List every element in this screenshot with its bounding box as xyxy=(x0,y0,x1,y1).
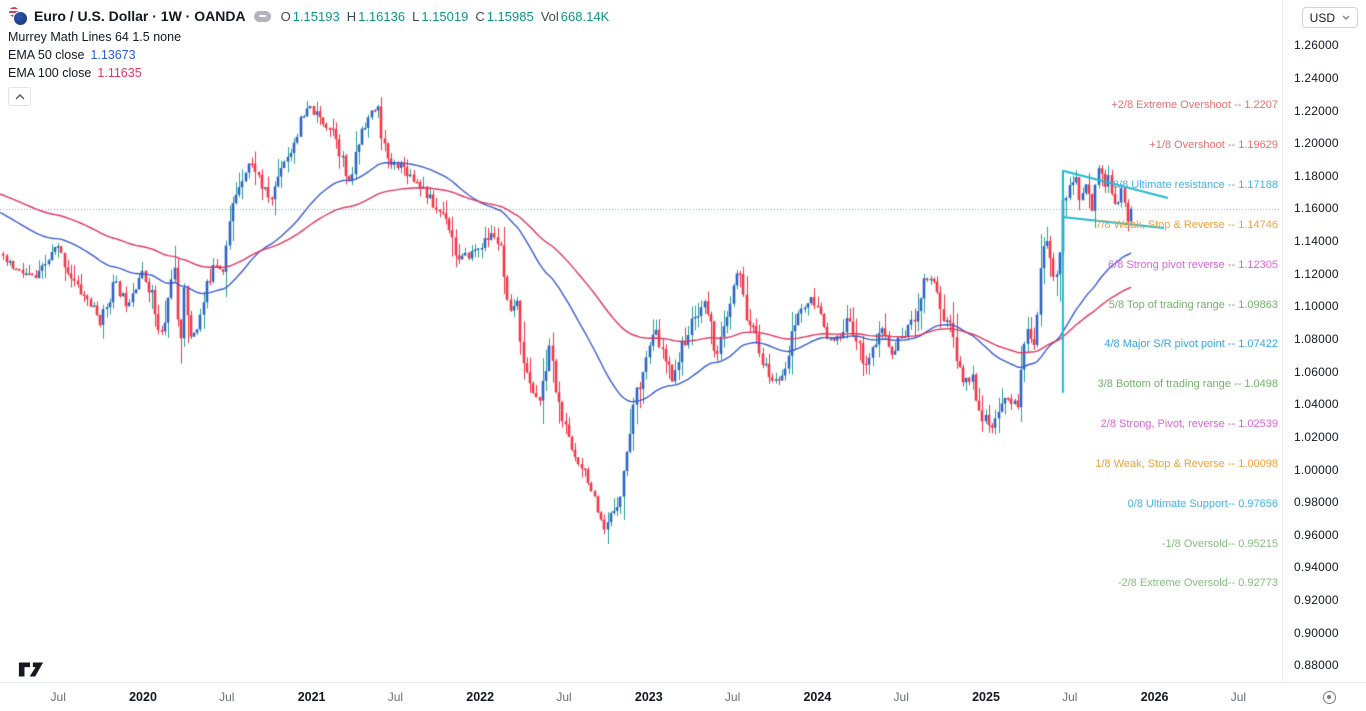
symbol-legend-row: Euro / U.S. Dollar · 1W · OANDA O 1.15193… xyxy=(8,5,609,27)
price-chart-canvas[interactable] xyxy=(0,0,1282,682)
chevron-up-icon xyxy=(15,93,24,99)
time-axis-label: Jul xyxy=(893,690,909,704)
time-axis-label: 2023 xyxy=(634,690,663,704)
time-axis-label: Jul xyxy=(219,690,235,704)
open-value: 1.15193 xyxy=(292,8,340,24)
volume-label: Vol xyxy=(540,8,559,24)
murrey-level-label: 1/8 Weak, Stop & Reverse -- 1.00098 xyxy=(1095,457,1278,470)
time-axis-settings-icon[interactable] xyxy=(1323,691,1336,704)
price-axis-label: 1.20000 xyxy=(1294,136,1339,151)
time-axis-label: 2021 xyxy=(297,690,326,704)
murrey-level-label: +2/8 Extreme Overshoot -- 1.2207 xyxy=(1111,99,1278,112)
price-axis-label: 1.04000 xyxy=(1294,397,1339,412)
price-axis-label: 0.90000 xyxy=(1294,625,1339,640)
price-axis-label: 1.24000 xyxy=(1294,70,1339,85)
price-axis-label: 0.98000 xyxy=(1294,495,1339,510)
price-axis-label: 1.08000 xyxy=(1294,331,1339,346)
murrey-level-label: 4/8 Major S/R pivot point -- 1.07422 xyxy=(1104,338,1278,351)
price-axis-label: 1.02000 xyxy=(1294,429,1339,444)
market-status-icon[interactable] xyxy=(253,10,271,22)
currency-selector-value: USD xyxy=(1309,10,1335,25)
time-axis[interactable]: Jul 2020 Jul 2021 Jul 2022 Jul 2023 Jul 2024 Jul 20… xyxy=(0,682,1366,711)
ohlc-values: O 1.15193 H 1.16136 L 1.15019 C 1.15985 Vol 6… xyxy=(281,9,610,24)
price-axis-label: 1.06000 xyxy=(1294,364,1339,379)
murrey-level-label: 7/8 Weak, Stop & Reverse -- 1.14746 xyxy=(1095,218,1278,231)
murrey-level-label: 0/8 Ultimate Support-- 0.97656 xyxy=(1127,497,1278,510)
indicator-murrey-title: Murrey Math Lines 64 1.5 none xyxy=(8,29,182,44)
high-label: H xyxy=(346,8,357,24)
indicator-ema50-row[interactable]: EMA 50 close 1.13673 xyxy=(8,46,609,63)
time-axis-label: Jul xyxy=(556,690,572,704)
murrey-level-label: -1/8 Oversold-- 0.95215 xyxy=(1161,537,1278,550)
murrey-level-label: 8/8 Ultimate resistance -- 1.17188 xyxy=(1112,179,1278,192)
volume-value: 668.14K xyxy=(560,8,610,24)
time-axis-label: Jul xyxy=(1230,690,1247,704)
low-label: L xyxy=(412,8,420,24)
time-axis-label: Jul xyxy=(50,690,66,704)
time-axis-label: 2025 xyxy=(972,690,1000,704)
price-axis-label: 1.14000 xyxy=(1294,234,1339,249)
price-axis-label: 1.18000 xyxy=(1294,168,1339,183)
indicator-murrey-row[interactable]: Murrey Math Lines 64 1.5 none xyxy=(8,28,609,45)
price-axis-label: 1.00000 xyxy=(1294,462,1339,477)
time-axis-label: Jul xyxy=(724,690,741,704)
time-axis-label: 2024 xyxy=(803,690,832,704)
price-axis-label: 1.12000 xyxy=(1294,266,1339,281)
time-axis-label: Jul xyxy=(387,690,404,704)
low-value: 1.15019 xyxy=(421,8,469,24)
currency-selector[interactable]: USD xyxy=(1301,7,1358,28)
symbol-header: Euro / U.S. Dollar · 1W · OANDA O 1.15193… xyxy=(8,5,609,106)
murrey-level-label: 6/8 Strong pivot reverse -- 1.12305 xyxy=(1108,258,1278,271)
ema50-value: 1.13673 xyxy=(90,47,136,62)
price-axis-label: 0.88000 xyxy=(1294,658,1339,673)
price-axis-label: 1.10000 xyxy=(1294,299,1339,314)
price-axis[interactable]: 1.26000 1.24000 1.22000 1.20000 1.18000 1.160… xyxy=(1282,0,1366,682)
price-axis-label: 1.22000 xyxy=(1294,103,1339,118)
currency-pair-icon xyxy=(8,6,28,26)
time-axis-label: 2020 xyxy=(129,690,157,704)
collapse-legend-button[interactable] xyxy=(8,87,31,106)
murrey-level-label: 2/8 Strong, Pivot, reverse -- 1.02539 xyxy=(1100,418,1278,431)
close-label: C xyxy=(475,8,485,24)
time-axis-label: 2022 xyxy=(466,690,495,704)
price-axis-label: 1.16000 xyxy=(1294,201,1339,216)
ema50-label: EMA 50 close xyxy=(8,47,85,62)
time-axis-label: 2026 xyxy=(1140,690,1169,704)
symbol-title[interactable]: Euro / U.S. Dollar · 1W · OANDA xyxy=(34,8,246,24)
murrey-level-label: +1/8 Overshoot -- 1.19629 xyxy=(1149,139,1278,152)
price-axis-label: 1.26000 xyxy=(1294,38,1339,53)
murrey-level-label: -2/8 Extreme Oversold-- 0.92773 xyxy=(1117,577,1278,590)
time-axis-label: Jul xyxy=(1062,690,1078,704)
price-axis-label: 0.96000 xyxy=(1294,527,1339,542)
price-axis-label: 0.94000 xyxy=(1294,560,1339,575)
open-label: O xyxy=(280,8,291,24)
tradingview-logo[interactable] xyxy=(18,661,44,678)
murrey-level-label: 5/8 Top of trading range -- 1.09863 xyxy=(1108,298,1278,311)
high-value: 1.16136 xyxy=(358,8,406,24)
ema100-value: 1.11635 xyxy=(97,65,142,80)
indicator-ema100-row[interactable]: EMA 100 close 1.11635 xyxy=(8,64,609,81)
chevron-down-icon xyxy=(1342,15,1350,20)
ema100-label: EMA 100 close xyxy=(8,65,92,80)
price-axis-label: 0.92000 xyxy=(1294,593,1339,608)
murrey-level-label: 3/8 Bottom of trading range -- 1.0498 xyxy=(1097,378,1278,391)
close-value: 1.15985 xyxy=(486,8,534,24)
